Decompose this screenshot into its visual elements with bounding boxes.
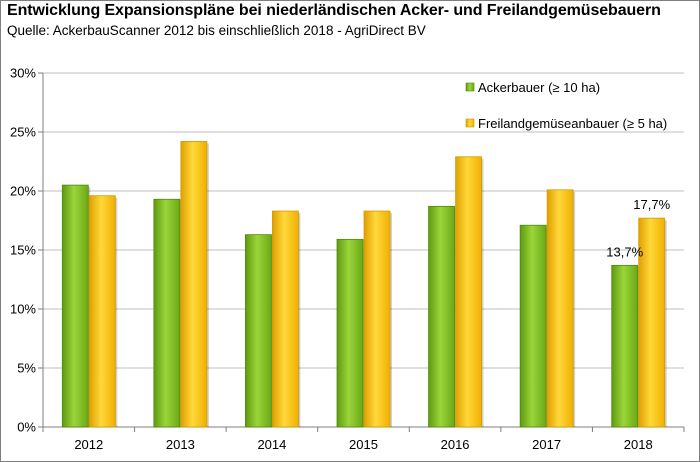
data-label: 13,7% xyxy=(606,244,643,259)
bar-freilandgemuese xyxy=(88,195,116,428)
x-axis: 2012 2013 2014 2015 2016 2017 2018 xyxy=(42,426,685,452)
bar-ackerbauer xyxy=(153,198,181,428)
y-tick-label: 20% xyxy=(10,184,36,199)
legend-label: Freilandgemüseanbauer (≥ 5 ha) xyxy=(478,116,667,131)
data-labels: 13,7% 17,7% xyxy=(606,197,670,259)
x-tick-label: 2014 xyxy=(257,437,286,452)
bar-ackerbauer xyxy=(61,184,89,428)
y-tick-label: 0% xyxy=(17,420,36,435)
x-tick-label: 2015 xyxy=(349,437,378,452)
y-tick-label: 5% xyxy=(17,361,36,376)
bar-ackerbauer xyxy=(428,205,455,428)
x-tick-label: 2012 xyxy=(74,437,103,452)
data-label: 17,7% xyxy=(633,197,670,212)
y-tick-label: 15% xyxy=(10,243,36,258)
bar-freilandgemuese xyxy=(455,156,482,428)
legend-swatch xyxy=(465,118,475,128)
bar-freilandgemuese xyxy=(546,189,574,428)
x-tick-label: 2013 xyxy=(166,437,195,452)
bar-ackerbauer xyxy=(519,224,547,428)
bar-freilandgemuese xyxy=(180,141,208,428)
x-tick-label: 2017 xyxy=(532,437,561,452)
legend-label: Ackerbauer (≥ 10 ha) xyxy=(478,80,600,95)
x-tick-label: 2018 xyxy=(624,437,653,452)
chart-title: Entwicklung Expansionspläne bei niederlä… xyxy=(7,2,661,19)
legend: Ackerbauer (≥ 10 ha) Freilandgemüseanbaue… xyxy=(465,80,667,131)
bar-ackerbauer xyxy=(611,264,639,428)
bars xyxy=(61,141,667,428)
y-tick-label: 25% xyxy=(10,125,36,140)
y-tick-label: 30% xyxy=(10,66,36,81)
bar-ackerbauer xyxy=(245,234,272,428)
gridlines xyxy=(43,72,684,369)
chart-subtitle: Quelle: AckerbauScanner 2012 bis einschl… xyxy=(7,23,426,38)
bar-freilandgemuese xyxy=(638,217,666,428)
bar-freilandgemuese xyxy=(272,210,299,428)
bar-freilandgemuese xyxy=(363,210,391,428)
legend-swatch xyxy=(465,82,475,92)
y-axis: 0% 5% 10% 15% 20% 25% 30% xyxy=(10,66,44,435)
y-tick-label: 10% xyxy=(10,302,36,317)
x-tick-label: 2016 xyxy=(441,437,470,452)
bar-ackerbauer xyxy=(336,238,364,428)
